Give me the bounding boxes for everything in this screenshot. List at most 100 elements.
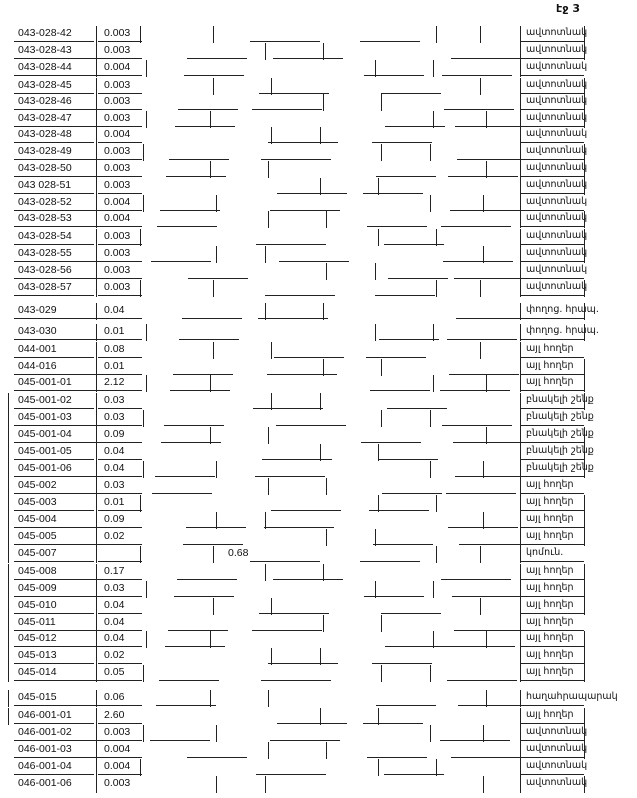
- grid-line: [98, 109, 142, 110]
- grid-line: [520, 579, 584, 580]
- area-value: 0.04: [104, 445, 125, 457]
- grid-line: [384, 244, 444, 245]
- grid-line: [14, 278, 102, 279]
- grid-line: [98, 510, 142, 511]
- area-value: 0.003: [104, 162, 131, 174]
- area-value: 0.01: [104, 496, 125, 508]
- grid-line: [584, 144, 585, 161]
- grid-line: [367, 226, 427, 227]
- grid-line: [213, 280, 214, 297]
- grid-line: [520, 774, 584, 775]
- grid-line: [96, 690, 97, 707]
- parcel-id: 046-001-01: [18, 709, 72, 721]
- grid-line: [255, 476, 325, 477]
- grid-line: [430, 461, 431, 478]
- grid-line: [520, 41, 584, 42]
- grid-line: [520, 318, 584, 319]
- parcel-id: 043-028-44: [18, 61, 72, 73]
- grid-line: [584, 648, 585, 665]
- grid-line: [98, 390, 142, 391]
- grid-line: [14, 318, 98, 319]
- grid-line: [584, 427, 585, 444]
- land-use-label: ավտոտնակ: [526, 212, 588, 223]
- parcel-id: 045-005: [18, 530, 57, 542]
- land-use-label: ավտոտնակ: [526, 726, 588, 737]
- grid-line: [140, 546, 141, 563]
- grid-line: [364, 75, 424, 76]
- grid-line: [486, 631, 487, 648]
- grid-line: [8, 444, 9, 461]
- grid-line: [96, 375, 97, 392]
- parcel-id: 043-028-52: [18, 196, 72, 208]
- grid-line: [210, 690, 211, 707]
- grid-line: [96, 324, 97, 341]
- table-row: 043-028-52 0.004 ավտոտնակ: [0, 195, 637, 212]
- grid-line: [98, 126, 142, 127]
- area-value: 0.003: [104, 264, 131, 276]
- grid-line: [264, 527, 334, 528]
- grid-line: [98, 646, 142, 647]
- table-row: 043-028-45 0.003 ավտոտնակ: [0, 78, 637, 95]
- grid-line: [14, 561, 94, 562]
- grid-line: [326, 211, 327, 228]
- grid-line: [520, 461, 521, 478]
- grid-line: [584, 359, 585, 376]
- grid-line: [520, 43, 521, 60]
- grid-line: [452, 596, 522, 597]
- table-row: 043-028-47 0.003 ավտոտնակ: [0, 111, 637, 128]
- grid-line: [8, 461, 9, 478]
- land-use-label: ավտոտնակ: [526, 760, 588, 771]
- grid-line: [98, 527, 142, 528]
- grid-line: [268, 478, 269, 495]
- grid-line: [520, 512, 521, 529]
- grid-line: [143, 410, 144, 427]
- grid-line: [584, 161, 585, 178]
- area-value: 0.02: [104, 649, 125, 661]
- grid-line: [14, 142, 94, 143]
- table-row: 045-001-02 0.03 բնակելի շենք: [0, 393, 637, 410]
- grid-line: [520, 144, 521, 161]
- grid-line: [378, 444, 379, 461]
- grid-line: [146, 111, 147, 128]
- grid-line: [271, 648, 272, 665]
- grid-line: [520, 342, 521, 359]
- grid-line: [96, 564, 97, 581]
- area-value: 0.003: [104, 179, 131, 191]
- grid-line: [381, 144, 382, 161]
- grid-line: [584, 324, 585, 341]
- grid-line: [98, 159, 142, 160]
- grid-line: [520, 226, 584, 227]
- grid-line: [96, 495, 97, 512]
- land-use-label: ավտոտնակ: [526, 281, 588, 292]
- grid-line: [373, 544, 433, 545]
- grid-line: [98, 244, 142, 245]
- grid-line: [140, 229, 141, 246]
- grid-line: [8, 631, 9, 648]
- parcel-id: 043-028-42: [18, 27, 72, 39]
- grid-line: [520, 178, 521, 195]
- grid-line: [520, 442, 584, 443]
- land-use-label: այլ հողեր: [526, 530, 574, 541]
- grid-line: [520, 725, 521, 742]
- grid-line: [98, 493, 142, 494]
- grid-line: [520, 544, 584, 545]
- grid-line: [375, 295, 435, 296]
- land-use-label: բնակելի շենք: [526, 445, 594, 456]
- grid-line: [157, 226, 217, 227]
- grid-line: [375, 529, 376, 546]
- grid-line: [378, 459, 438, 460]
- grid-line: [447, 339, 517, 340]
- grid-line: [98, 596, 142, 597]
- grid-line: [455, 126, 525, 127]
- area-value: 0.01: [104, 360, 125, 372]
- grid-line: [273, 58, 343, 59]
- grid-line: [96, 43, 97, 60]
- grid-line: [216, 195, 217, 212]
- table-row: 045-012 0.04 այլ հողեր: [0, 631, 637, 648]
- grid-line: [520, 690, 521, 707]
- grid-line: [96, 195, 97, 212]
- grid-line: [96, 127, 97, 144]
- land-use-label: ավտոտնակ: [526, 145, 588, 156]
- area-value: 0.05: [104, 666, 125, 678]
- grid-line: [140, 280, 141, 297]
